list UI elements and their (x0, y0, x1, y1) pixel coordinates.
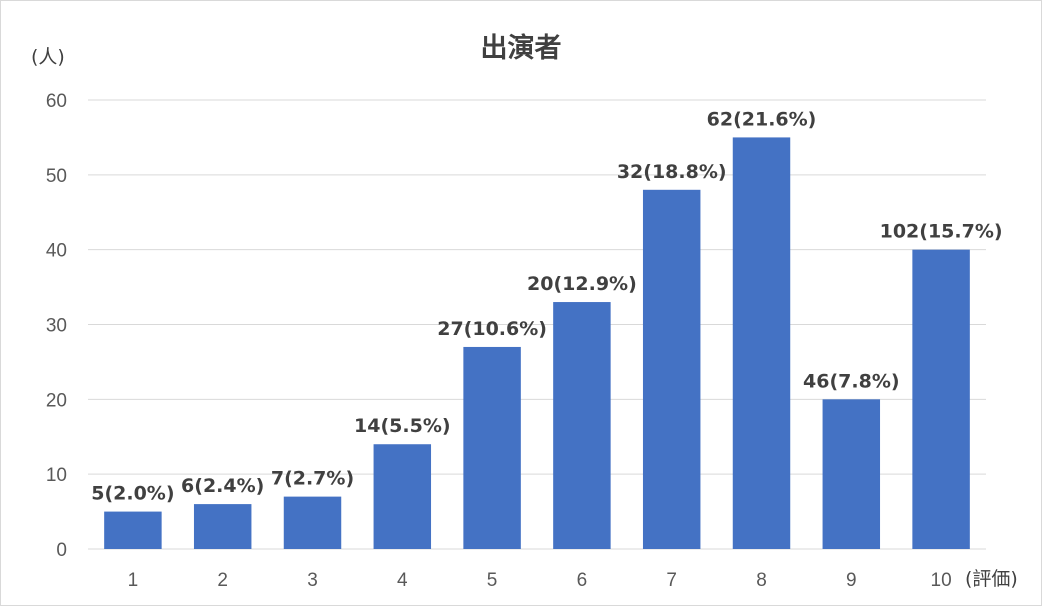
x-axis-unit-label: (評価) (965, 568, 1018, 590)
bar (732, 137, 791, 549)
x-tick-label: 10 (931, 570, 952, 591)
bar-data-label: 20(12.9%) (527, 273, 637, 295)
bar (463, 346, 521, 549)
y-tick-label: 60 (46, 91, 67, 112)
bar (822, 399, 881, 549)
bar (912, 249, 970, 549)
x-tick-label: 2 (217, 570, 228, 591)
bar (553, 302, 611, 549)
bar (642, 189, 701, 550)
x-tick-label: 4 (397, 570, 408, 591)
x-tick-label: 1 (128, 570, 139, 591)
bar-data-label: 102(15.7%) (880, 221, 1003, 243)
x-tick-label: 6 (577, 570, 588, 591)
y-tick-label: 30 (46, 316, 67, 337)
bars (104, 137, 970, 550)
bar (104, 511, 162, 549)
y-tick-label: 50 (46, 166, 67, 187)
bar-data-label: 6(2.4%) (181, 475, 264, 497)
bar-data-label: 14(5.5%) (354, 415, 451, 437)
bar-data-label: 5(2.0%) (91, 483, 174, 505)
x-tick-label: 5 (487, 570, 498, 591)
x-tick-label: 9 (846, 570, 857, 591)
bar-data-label: 32(18.8%) (617, 161, 727, 183)
y-axis-ticks: 0 10 20 30 40 50 60 (46, 91, 67, 561)
x-tick-label: 3 (307, 570, 318, 591)
y-tick-label: 20 (46, 390, 67, 411)
y-tick-label: 40 (46, 241, 67, 262)
bar (193, 504, 252, 549)
bar-data-label: 7(2.7%) (271, 468, 354, 490)
bar (373, 444, 432, 549)
bar-data-label: 62(21.6%) (707, 108, 817, 130)
y-tick-label: 10 (46, 465, 67, 486)
gridlines (88, 99, 986, 550)
x-axis-ticks: 1 2 3 4 5 6 7 8 9 10 (128, 570, 952, 591)
x-tick-label: 8 (756, 570, 767, 591)
bar-data-label: 46(7.8%) (803, 370, 900, 392)
y-axis-unit-label: (人) (31, 46, 65, 68)
data-labels: 5(2.0%) 6(2.4%) 7(2.7%) 14(5.5%) 27(10.6%) 20… (91, 108, 1002, 504)
chart-title: 出演者 (481, 32, 562, 64)
bar-data-label: 27(10.6%) (437, 318, 547, 340)
bar (283, 496, 342, 549)
x-tick-label: 7 (666, 570, 677, 591)
y-tick-label: 0 (56, 540, 67, 561)
